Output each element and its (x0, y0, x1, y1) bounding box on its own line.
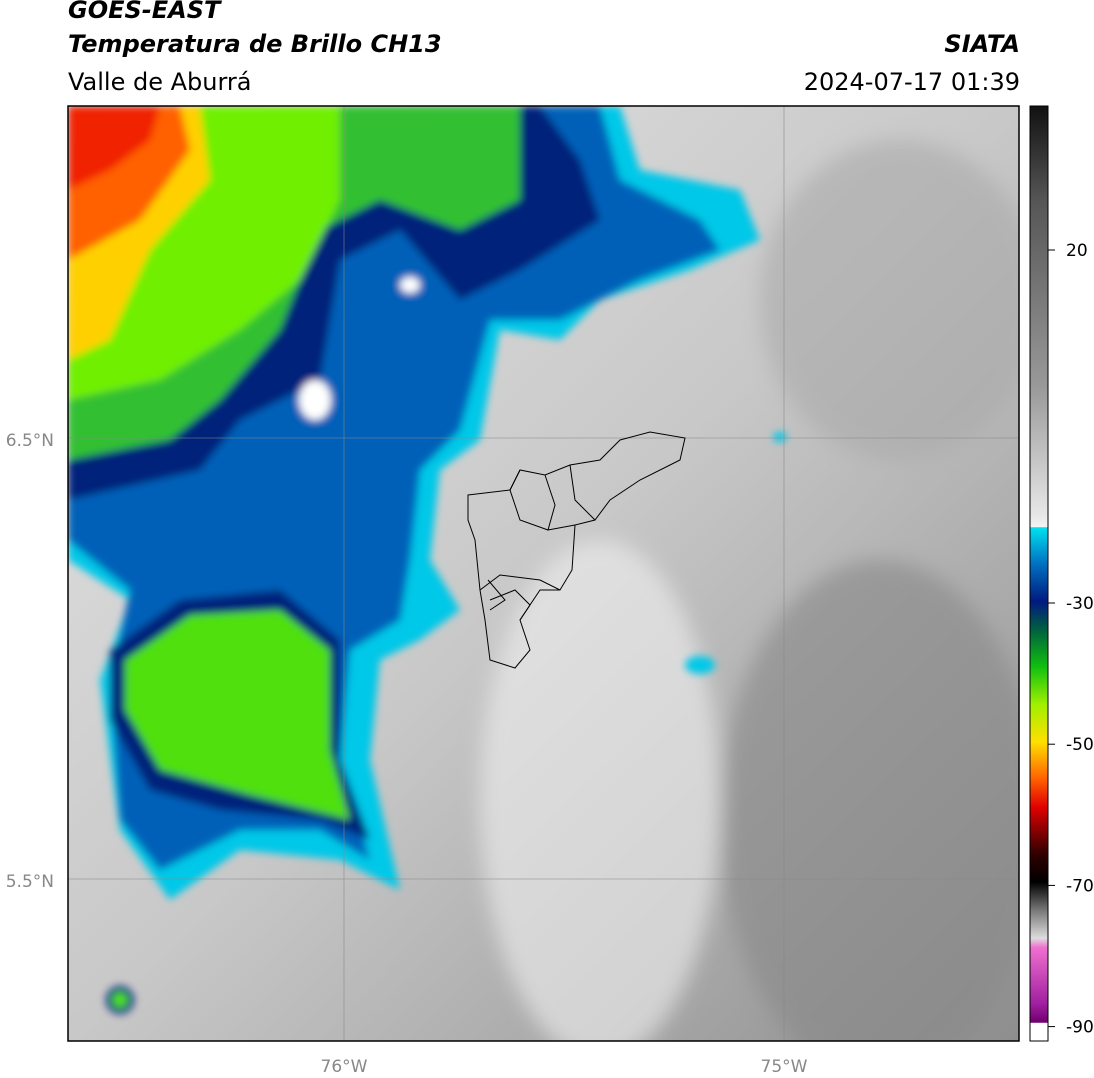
datetime: 2024-07-17 01:39 (803, 68, 1020, 96)
graticule (68, 106, 1019, 1041)
colorbar-tick-label: -70 (1066, 876, 1094, 896)
lat-label: 6.5°N (6, 431, 54, 451)
region: Valle de Aburrá (68, 68, 252, 96)
colorbar-tick-label: -50 (1066, 735, 1094, 755)
lon-label: 75°W (761, 1057, 808, 1077)
lon-label: 76°W (321, 1057, 368, 1077)
lat-label: 5.5°N (6, 872, 54, 892)
satellite-image (68, 106, 1019, 1041)
municipal-boundaries (467, 431, 686, 669)
map-frame (67, 105, 1020, 1042)
subtitle: Temperatura de Brillo CH13 (68, 30, 442, 58)
colorbar-tick-label: 20 (1066, 241, 1088, 261)
source: SIATA (944, 30, 1020, 58)
colorbar-tick-label: -90 (1066, 1018, 1094, 1038)
colorbar (1029, 105, 1049, 1042)
colorbar-tick-label: -30 (1066, 594, 1094, 614)
title: GOES-EAST (68, 0, 221, 24)
